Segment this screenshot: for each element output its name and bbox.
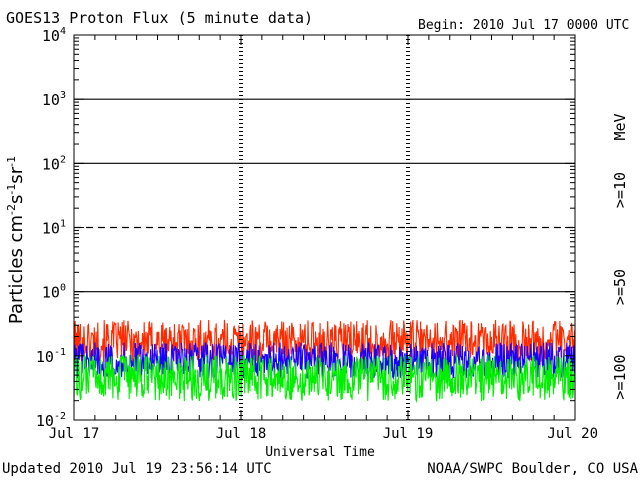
series-line-1 — [73, 319, 576, 363]
chart-title: GOES13 Proton Flux (5 minute data) — [6, 9, 313, 27]
x-tick-label: Jul 18 — [216, 426, 267, 442]
y-tick-label: 104 — [42, 26, 66, 45]
legend-unit-mev: MeV — [611, 113, 629, 140]
svg-text:>=50: >=50 — [611, 269, 629, 305]
y-tick-label: 102 — [42, 154, 66, 173]
svg-text:>=10: >=10 — [611, 172, 629, 208]
legend-entry-2: >=50 — [611, 269, 629, 305]
updated-text: Updated 2010 Jul 19 23:56:14 UTC — [2, 461, 272, 477]
x-axis-label: Universal Time — [265, 445, 375, 460]
y-tick-label: 101 — [42, 219, 66, 238]
x-tick-label: Jul 17 — [49, 426, 100, 442]
x-tick-label: Jul 20 — [547, 426, 598, 442]
y-tick-label: 10-1 — [36, 347, 66, 366]
svg-text:Particles cm-2s-1sr-1: Particles cm-2s-1sr-1 — [5, 156, 27, 324]
series-line-3 — [73, 354, 576, 404]
credit-text: NOAA/SWPC Boulder, CO USA — [427, 461, 638, 477]
legend-entry-1: >=10 — [611, 172, 629, 208]
svg-text:MeV: MeV — [611, 113, 629, 140]
x-tick-label: Jul 19 — [383, 426, 434, 442]
y-tick-label: 100 — [42, 283, 66, 302]
y-axis-label: Particles cm-2s-1sr-1 — [5, 156, 27, 324]
legend: MeV >=10 >=50 >=100 — [611, 113, 629, 399]
legend-entry-3: >=100 — [611, 354, 629, 399]
svg-text:>=100: >=100 — [611, 354, 629, 399]
begin-label: Begin: 2010 Jul 17 0000 UTC — [418, 18, 629, 33]
y-tick-label: 10-2 — [36, 411, 66, 430]
y-tick-label: 103 — [42, 90, 66, 109]
